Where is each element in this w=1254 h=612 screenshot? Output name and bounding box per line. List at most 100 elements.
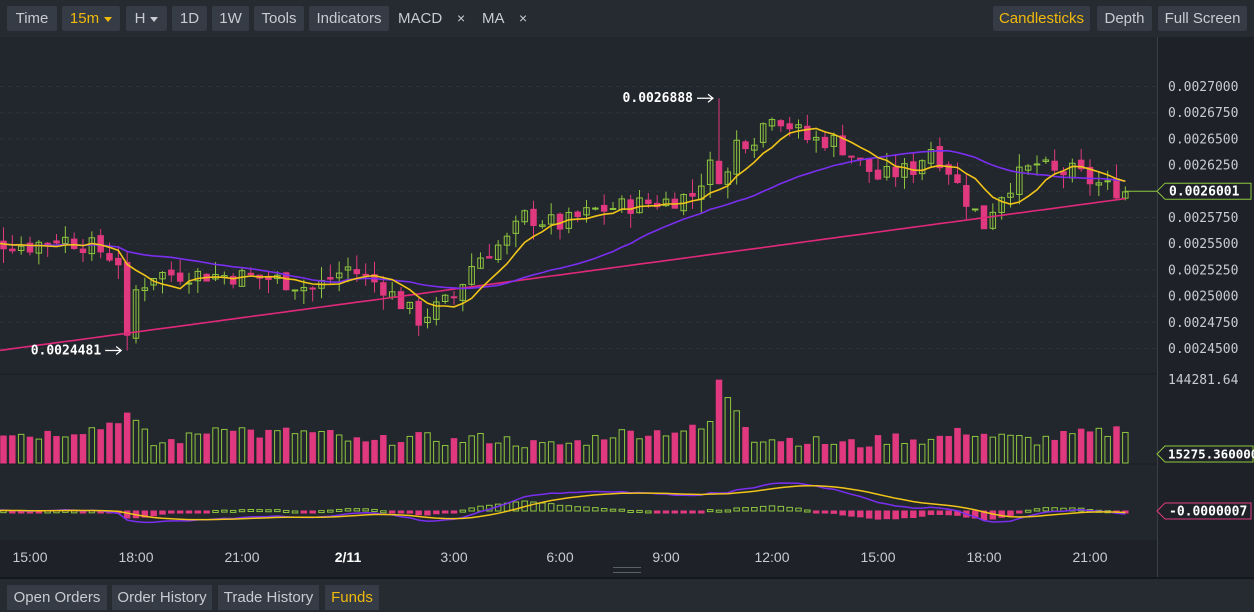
- candle-body: [989, 211, 997, 229]
- macd-histogram-bar: [1024, 509, 1032, 513]
- remove-macd-icon[interactable]: ×: [457, 10, 466, 26]
- candle-body: [132, 289, 140, 339]
- macd-histogram-bar: [274, 509, 281, 513]
- depth-button[interactable]: Depth: [1097, 6, 1152, 31]
- volume-bar: [786, 437, 793, 464]
- macd-histogram-bar: [406, 510, 414, 514]
- volume-bar: [1033, 444, 1041, 464]
- volume-bar: [574, 440, 581, 464]
- volume-bar: [1060, 430, 1067, 464]
- chart-toolbar: Time 15m H 1D 1W Tools Indicators MACD ×…: [0, 0, 1254, 37]
- volume-bar: [857, 447, 864, 464]
- candle-body: [344, 266, 352, 271]
- candle-body: [786, 123, 793, 130]
- tab-trade-history[interactable]: Trade History: [218, 585, 319, 610]
- macd-histogram-bar: [388, 510, 396, 514]
- candle-body: [17, 245, 25, 252]
- volume-bar: [0, 435, 7, 464]
- candle-body: [327, 277, 334, 280]
- candle-body: [459, 284, 467, 301]
- volume-bar: [963, 434, 970, 464]
- candle-body: [70, 238, 78, 250]
- ma-fast-line: [0, 127, 1126, 308]
- remove-ma-icon[interactable]: ×: [519, 10, 528, 26]
- candle-body: [433, 301, 440, 320]
- candle-body: [353, 269, 361, 275]
- volume-bar: [830, 443, 838, 464]
- candle-body: [1042, 159, 1050, 162]
- macd-histogram-bar: [185, 510, 193, 514]
- tab-open-orders[interactable]: Open Orders: [7, 585, 107, 610]
- candle-body: [424, 316, 431, 324]
- macd-histogram-bar: [795, 507, 802, 512]
- volume-bar: [415, 432, 422, 464]
- candle-body: [574, 211, 581, 217]
- macd-histogram-bar: [159, 510, 166, 515]
- time-button[interactable]: Time: [7, 6, 57, 31]
- macd-histogram-bar: [265, 509, 272, 513]
- time-axis-label: 9:00: [652, 549, 679, 565]
- macd-histogram-bar: [742, 507, 749, 512]
- volume-bar: [335, 434, 343, 464]
- macd-histogram-bar: [706, 509, 714, 513]
- macd-histogram-bar: [450, 510, 458, 514]
- volume-bar: [1095, 427, 1103, 464]
- candle-body: [415, 300, 422, 326]
- candle-body: [812, 136, 820, 141]
- candlesticks-button[interactable]: Candlesticks: [993, 6, 1090, 31]
- volume-bar: [318, 430, 325, 464]
- candle-body: [733, 139, 740, 175]
- volume-bar: [547, 441, 555, 464]
- volume-bar: [618, 429, 626, 464]
- price-chart[interactable]: 0.0027000 0.0026750 0.0026500 0.0026250 0.00…: [0, 37, 1254, 577]
- volume-bar: [662, 435, 670, 464]
- volume-bar: [812, 436, 820, 464]
- tools-button[interactable]: Tools: [254, 6, 304, 31]
- candle-body: [751, 144, 758, 151]
- tab-order-history[interactable]: Order History: [112, 585, 212, 610]
- ma-indicator-label[interactable]: MA: [482, 10, 505, 27]
- macd-indicator-label[interactable]: MACD: [398, 10, 443, 27]
- macd-histogram-bar: [141, 510, 149, 518]
- price-axis-label: 0.0025250: [1168, 263, 1238, 278]
- macd-histogram-bar: [768, 505, 776, 512]
- volume-bar: [1113, 426, 1120, 464]
- macd-histogram-bar: [291, 510, 299, 514]
- chevron-down-icon: [104, 16, 113, 22]
- macd-histogram-bar: [715, 509, 723, 513]
- fullscreen-button[interactable]: Full Screen: [1158, 6, 1247, 31]
- volume-bar: [371, 439, 378, 464]
- volume-bar: [344, 440, 352, 464]
- macd-histogram-bar: [371, 508, 378, 512]
- candle-body: [26, 242, 34, 253]
- indicators-button[interactable]: Indicators: [309, 6, 389, 31]
- week-button[interactable]: 1W: [212, 6, 249, 31]
- macd-histogram-bar: [936, 510, 944, 515]
- macd-histogram-bar: [256, 509, 263, 513]
- volume-bar: [556, 444, 564, 464]
- volume-bar: [1007, 434, 1014, 464]
- macd-histogram-bar: [662, 510, 670, 514]
- macd-histogram-bar: [821, 510, 829, 514]
- candle-body: [742, 141, 749, 150]
- candle-body: [945, 164, 952, 175]
- volume-bar: [583, 444, 590, 464]
- tab-funds[interactable]: Funds: [325, 585, 379, 610]
- volume-bar: [1077, 428, 1085, 464]
- candle-body: [1104, 180, 1111, 183]
- interval-select[interactable]: 15m: [62, 6, 120, 31]
- volume-bar: [671, 432, 679, 464]
- macd-histogram-bar: [901, 510, 908, 519]
- volume-bar: [468, 435, 475, 464]
- volume-bar: [70, 434, 78, 464]
- hour-select[interactable]: H: [126, 6, 167, 31]
- candle-body: [645, 199, 652, 205]
- candle-body: [998, 197, 1005, 213]
- macd-histogram-bar: [433, 510, 440, 515]
- day-button[interactable]: 1D: [172, 6, 207, 31]
- volume-bar: [609, 437, 617, 464]
- volume-bar: [636, 438, 643, 464]
- time-axis-label: 15:00: [12, 549, 47, 565]
- resize-handle[interactable]: [613, 567, 641, 573]
- volume-bar: [123, 412, 131, 464]
